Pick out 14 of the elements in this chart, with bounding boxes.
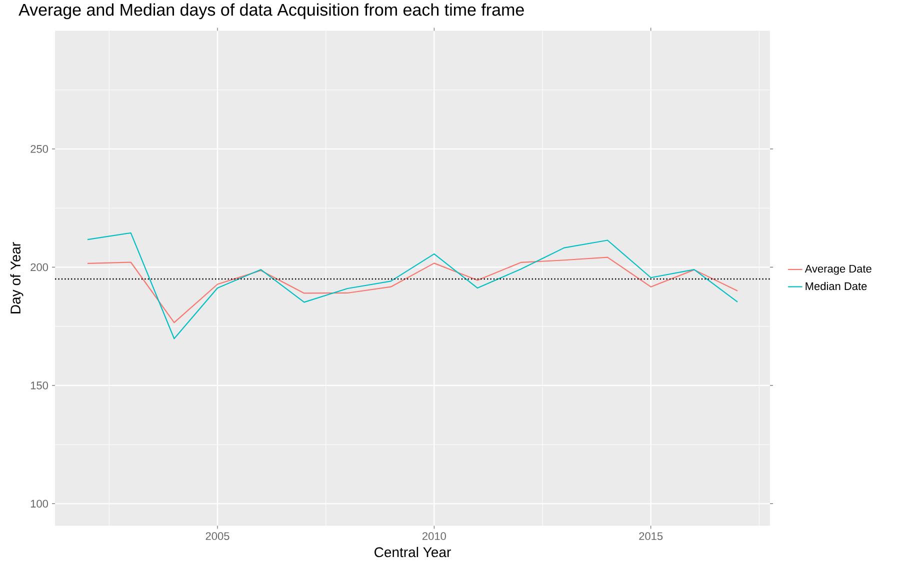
y-axis-title: Day of Year xyxy=(10,242,24,314)
legend-label: Median Date xyxy=(806,282,867,290)
legend-label: Average Date xyxy=(804,265,872,275)
x-tick-label: 2015 xyxy=(639,532,663,540)
y-tick-label: 150 xyxy=(30,382,48,390)
line-series xyxy=(86,256,738,324)
line-series xyxy=(86,232,738,340)
y-tick-label: 200 xyxy=(30,263,48,272)
x-tick-label: 2010 xyxy=(422,532,446,540)
chart-title: Average and Median days of data Acquisition from each time frame xyxy=(18,3,524,20)
y-tick-label: 250 xyxy=(30,145,48,153)
y-tick-label: 100 xyxy=(30,500,48,508)
x-axis-title: Central Year xyxy=(374,547,451,558)
x-tick-label: 2005 xyxy=(206,532,230,540)
